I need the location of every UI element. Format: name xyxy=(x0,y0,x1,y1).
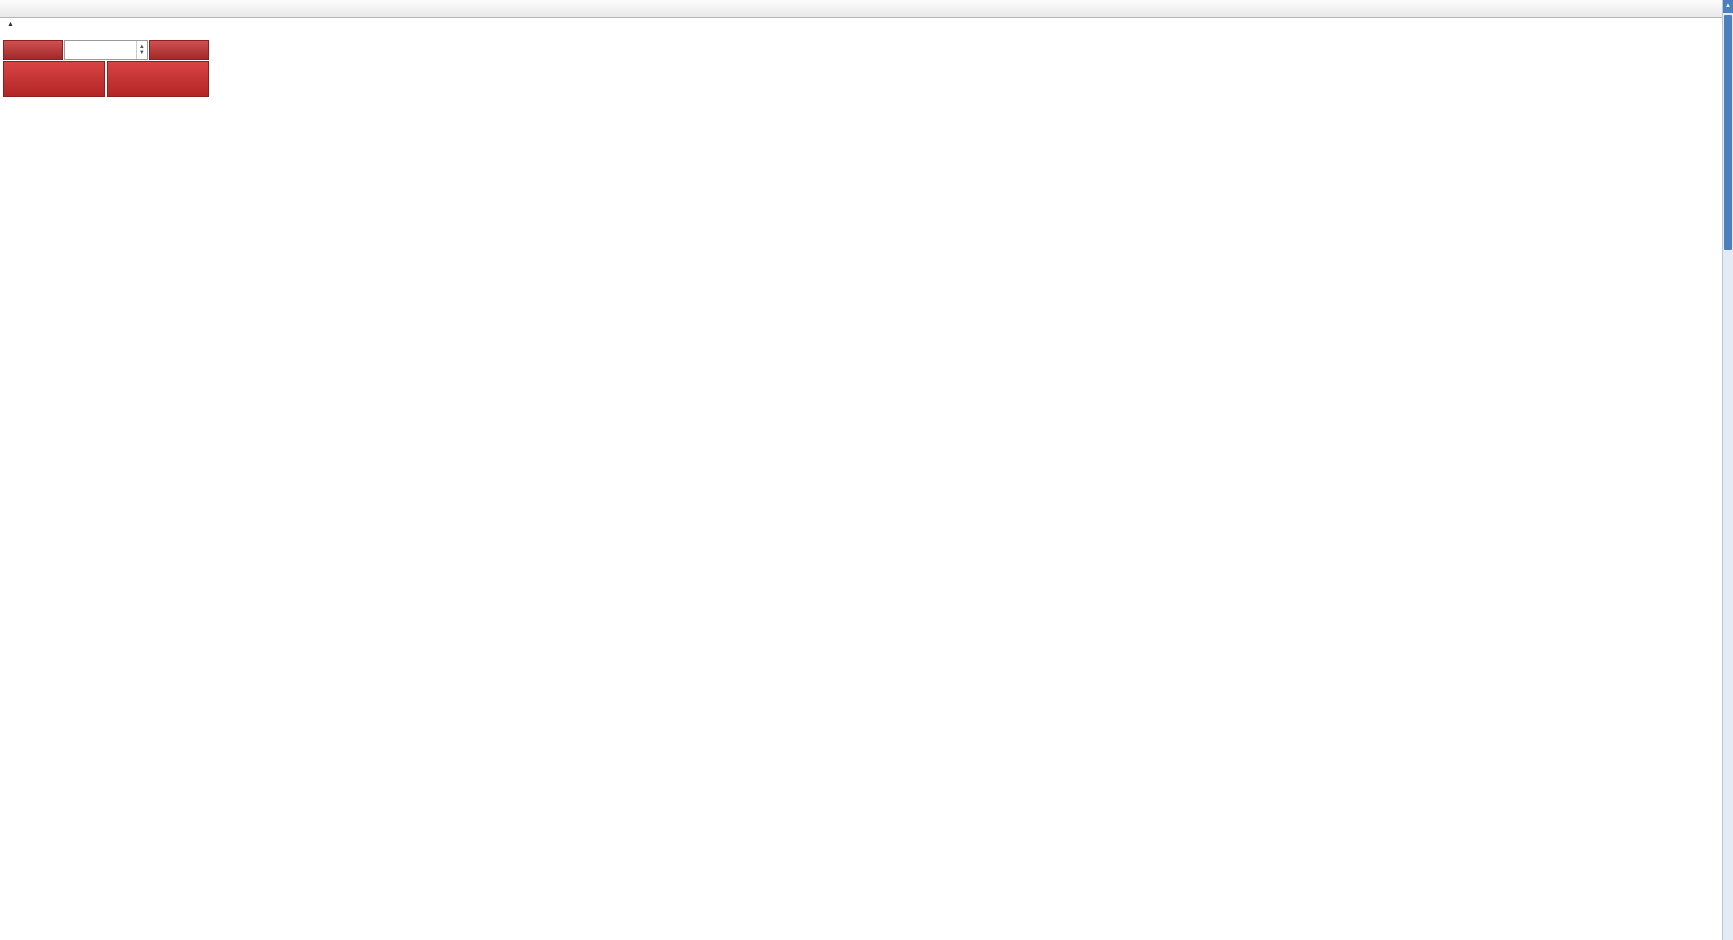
toolbar xyxy=(0,0,1733,18)
vertical-scrollbar[interactable]: ▲ xyxy=(1722,0,1733,940)
volume-up-icon[interactable]: ▲ xyxy=(138,44,145,50)
chart-canvas[interactable] xyxy=(0,18,1733,940)
one-click-trading-panel: ▲ ▼ xyxy=(3,40,209,97)
volume-input[interactable] xyxy=(65,41,136,59)
scroll-up-icon[interactable]: ▲ xyxy=(1723,0,1733,13)
volume-box: ▲ ▼ xyxy=(64,40,148,60)
scrollbar-thumb[interactable] xyxy=(1724,15,1732,250)
chart-symbol-icon: ▲ xyxy=(7,21,14,28)
buy-button[interactable] xyxy=(149,40,209,60)
symbol-ohlc-header: ▲ xyxy=(7,21,49,28)
sell-button[interactable] xyxy=(3,40,63,60)
volume-stepper[interactable]: ▲ ▼ xyxy=(135,41,147,59)
buy-price-box[interactable] xyxy=(107,61,209,97)
volume-down-icon[interactable]: ▼ xyxy=(138,50,145,56)
sell-price-box[interactable] xyxy=(3,61,105,97)
